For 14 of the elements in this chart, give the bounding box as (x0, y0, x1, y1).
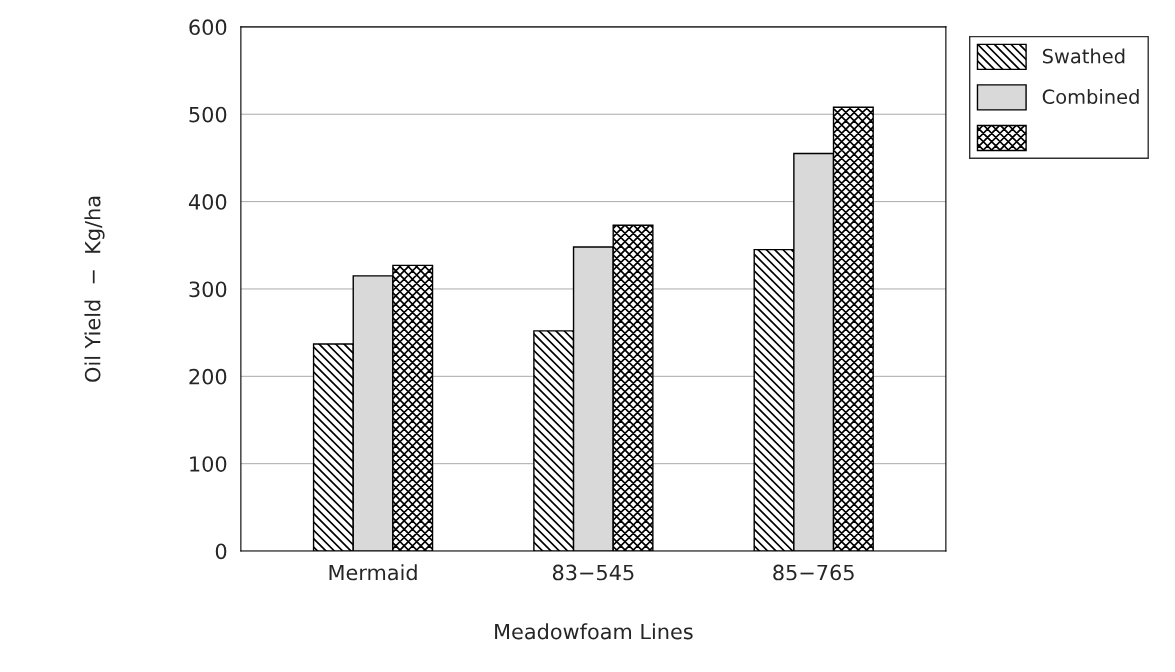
legend-label: Combined (1042, 89, 1139, 105)
x-tick-label: 85−765 (773, 564, 854, 581)
y-axis-title: Oil Yield − Kg/ha (84, 196, 105, 382)
x-axis-title: Meadowfoam Lines (495, 623, 693, 640)
y-tick-label: 200 (189, 368, 227, 385)
y-tick-label: 400 (188, 194, 227, 210)
y-tick-label: 0 (215, 543, 227, 560)
y-tick-label: 600 (189, 19, 227, 36)
x-tick-label: 83−545 (552, 564, 634, 581)
legend-label: Swathed (1042, 48, 1125, 64)
y-tick-label: 300 (189, 281, 227, 298)
y-tick-label: 500 (189, 106, 227, 123)
y-tick-label: 100 (190, 456, 227, 472)
x-tick-label: Mermaid (329, 564, 417, 581)
